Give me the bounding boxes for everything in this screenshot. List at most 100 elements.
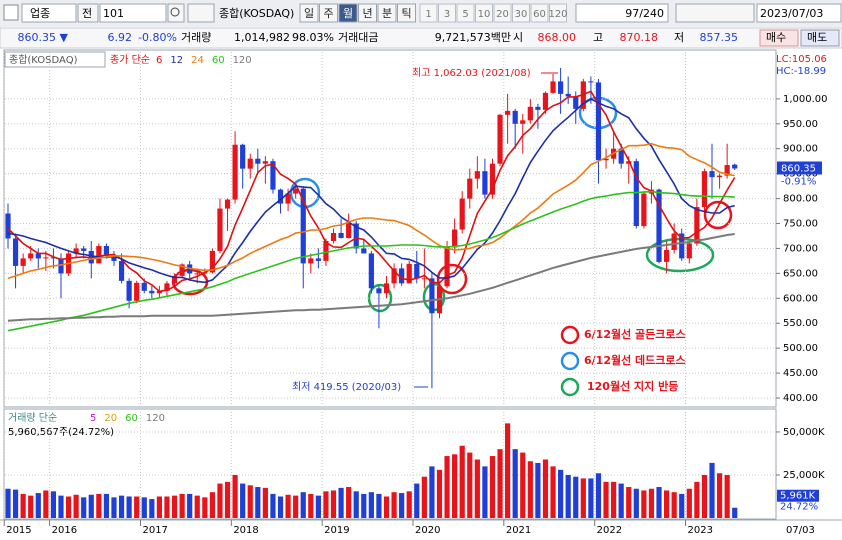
volume-bar — [50, 491, 57, 518]
volume-pct: 98.03% — [292, 31, 334, 44]
period: 월 — [343, 7, 353, 20]
volume-bar — [323, 491, 329, 518]
candle-body — [709, 171, 715, 178]
volume-bar — [300, 492, 306, 518]
volume-bar — [467, 452, 473, 518]
code-input[interactable] — [99, 3, 167, 23]
volume-bar — [527, 461, 533, 518]
volume-bar — [694, 481, 700, 518]
all: 전 — [82, 7, 92, 20]
volume-bar — [255, 487, 261, 518]
volume-bar — [376, 493, 382, 518]
volume-legend-item: 120 — [146, 413, 165, 424]
legend-circle — [560, 325, 580, 345]
candle-body — [134, 282, 140, 301]
volume-bar — [633, 488, 639, 518]
moving-average — [7, 97, 735, 284]
volume-bar — [429, 466, 435, 518]
sound-button[interactable] — [187, 3, 215, 23]
candle-body — [467, 178, 473, 199]
count-box[interactable] — [575, 3, 669, 23]
high: 870.18 — [620, 31, 659, 44]
volume-bar — [209, 492, 215, 518]
candle-body — [277, 189, 284, 204]
candle-body — [429, 278, 435, 314]
candle-body — [376, 288, 382, 294]
candle-body — [126, 280, 132, 301]
volume-bar — [330, 490, 337, 518]
buy-button[interactable] — [759, 29, 799, 47]
candle-body — [209, 250, 215, 273]
candle-body — [399, 268, 405, 284]
buy: 매수 — [766, 31, 786, 44]
checkbox[interactable] — [3, 4, 19, 21]
candle-body — [149, 290, 155, 294]
volume-bar — [262, 487, 268, 518]
candle-body — [330, 232, 337, 241]
period-button[interactable] — [397, 3, 416, 23]
candle-body — [603, 158, 609, 161]
all-button[interactable] — [77, 3, 99, 23]
candle-body — [194, 273, 200, 275]
last-change: -0.91% — [781, 176, 816, 187]
period-button[interactable] — [299, 3, 319, 23]
candle-body — [247, 158, 253, 169]
volume-bar — [663, 490, 670, 518]
candle-body — [573, 96, 579, 109]
candle-body — [550, 81, 556, 93]
volume-bar — [573, 476, 579, 518]
last-price-box — [777, 161, 822, 175]
interval-button[interactable] — [475, 3, 493, 23]
candle-body — [35, 253, 41, 259]
sell-button[interactable] — [800, 29, 840, 47]
interval-button[interactable] — [512, 3, 530, 23]
candle-body — [217, 208, 223, 251]
candle-body — [368, 253, 374, 289]
candle-body — [43, 257, 49, 259]
interval-button[interactable] — [438, 3, 456, 23]
interval-button[interactable] — [549, 3, 567, 23]
volume-bar — [368, 492, 374, 518]
period-button[interactable] — [338, 3, 358, 23]
candle-body — [73, 248, 79, 254]
name: 종합(KOSDAQ) — [219, 7, 294, 20]
volume-panel — [3, 408, 777, 520]
period-button[interactable] — [319, 3, 338, 23]
tool-icons[interactable] — [675, 3, 755, 23]
market-select[interactable] — [21, 3, 77, 23]
volume-bar — [118, 495, 125, 518]
candle-body — [179, 264, 185, 276]
volume-bar — [194, 495, 200, 518]
interval: 120 — [548, 9, 567, 20]
y-tick-label: 950.00 — [783, 119, 818, 130]
amount-label: 거래대금 — [338, 31, 378, 44]
low-annotation: 최저 419.55 (2020/03) — [292, 381, 401, 393]
golden-cross-circle — [703, 200, 733, 230]
volume-bar — [724, 474, 730, 518]
candle-body — [489, 163, 496, 195]
sell: 매도 — [807, 31, 827, 44]
interval-button[interactable] — [419, 3, 438, 23]
lc: LC:105.06 — [776, 54, 827, 65]
candle-body — [724, 165, 730, 176]
interval-button[interactable] — [456, 3, 475, 23]
moving-average — [7, 233, 735, 322]
volume-bar — [315, 495, 321, 518]
interval-button[interactable] — [493, 3, 512, 23]
volume-bar — [679, 493, 685, 518]
x-tick-label: 2021 — [506, 525, 531, 536]
y-tick-label: 400.00 — [783, 393, 818, 404]
legend-item: 24 — [191, 55, 204, 66]
change: 6.92 — [108, 31, 133, 44]
interval: 30 — [515, 9, 528, 20]
period-button[interactable] — [377, 3, 397, 23]
volume-bar — [12, 489, 19, 518]
date-box[interactable] — [756, 3, 842, 23]
volume-bar — [43, 490, 49, 518]
search-button[interactable] — [167, 3, 185, 23]
volume-bar — [618, 483, 624, 518]
interval-button[interactable] — [530, 3, 549, 23]
volume-bar — [588, 478, 594, 518]
volume-bar — [58, 495, 64, 518]
period-button[interactable] — [358, 3, 377, 23]
